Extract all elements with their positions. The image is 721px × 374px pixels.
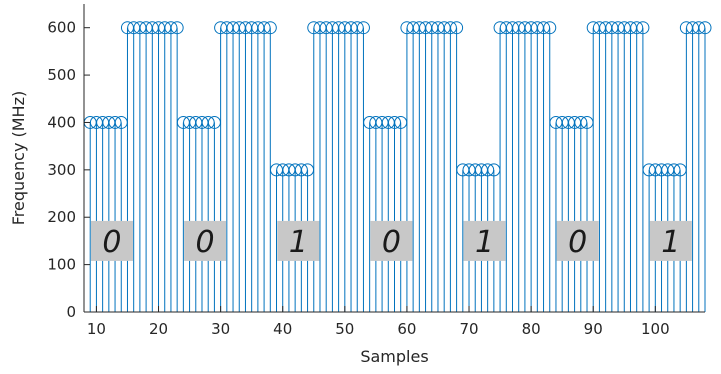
x-tick-label: 90 [584,320,603,338]
bit-label: 1 [475,225,494,260]
x-tick-label: 70 [459,320,478,338]
x-tick-label: 50 [335,320,354,338]
x-tick-label: 100 [641,320,670,338]
y-ticks: 0 100 200 300 400 500 600 [47,19,90,321]
y-tick-label: 100 [47,256,76,274]
x-tick-label: 30 [211,320,230,338]
bit-label-box [463,220,506,261]
bit-annotations: 0 0 1 0 1 0 1 [90,220,692,261]
y-tick-label: 600 [47,19,76,37]
y-tick-label: 0 [66,303,76,321]
bit-label-box [184,220,227,261]
x-tick-label: 80 [522,320,541,338]
x-tick-label: 10 [87,320,106,338]
stem-marker [636,21,650,35]
y-tick-label: 400 [47,113,76,131]
stem-marker [356,21,370,35]
bit-label: 0 [196,225,215,260]
x-ticks: 10 20 30 40 50 60 70 80 90 100 [87,306,670,338]
axes [83,4,705,313]
bit-label-box [90,220,133,261]
bit-label-box [370,220,413,261]
stem-marker [543,21,557,35]
x-axis-label: Samples [360,347,428,366]
bit-label-box [556,220,599,261]
bit-label: 0 [102,225,121,260]
stem-marker [698,21,712,35]
bit-label: 0 [568,225,587,260]
x-tick-label: 40 [273,320,292,338]
y-tick-label: 200 [47,208,76,226]
stem-series [83,21,712,312]
stem-marker [170,21,184,35]
y-tick-label: 300 [47,161,76,179]
bit-label: 1 [289,225,308,260]
y-axis-label: Frequency (MHz) [9,91,28,225]
stem-marker [263,21,277,35]
x-tick-label: 60 [397,320,416,338]
y-tick-label: 500 [47,66,76,84]
bit-label: 0 [382,225,401,260]
bit-label-box [649,220,692,261]
bit-label: 1 [661,225,680,260]
x-tick-label: 20 [149,320,168,338]
bit-label-box [277,220,320,261]
stem-marker [450,21,464,35]
